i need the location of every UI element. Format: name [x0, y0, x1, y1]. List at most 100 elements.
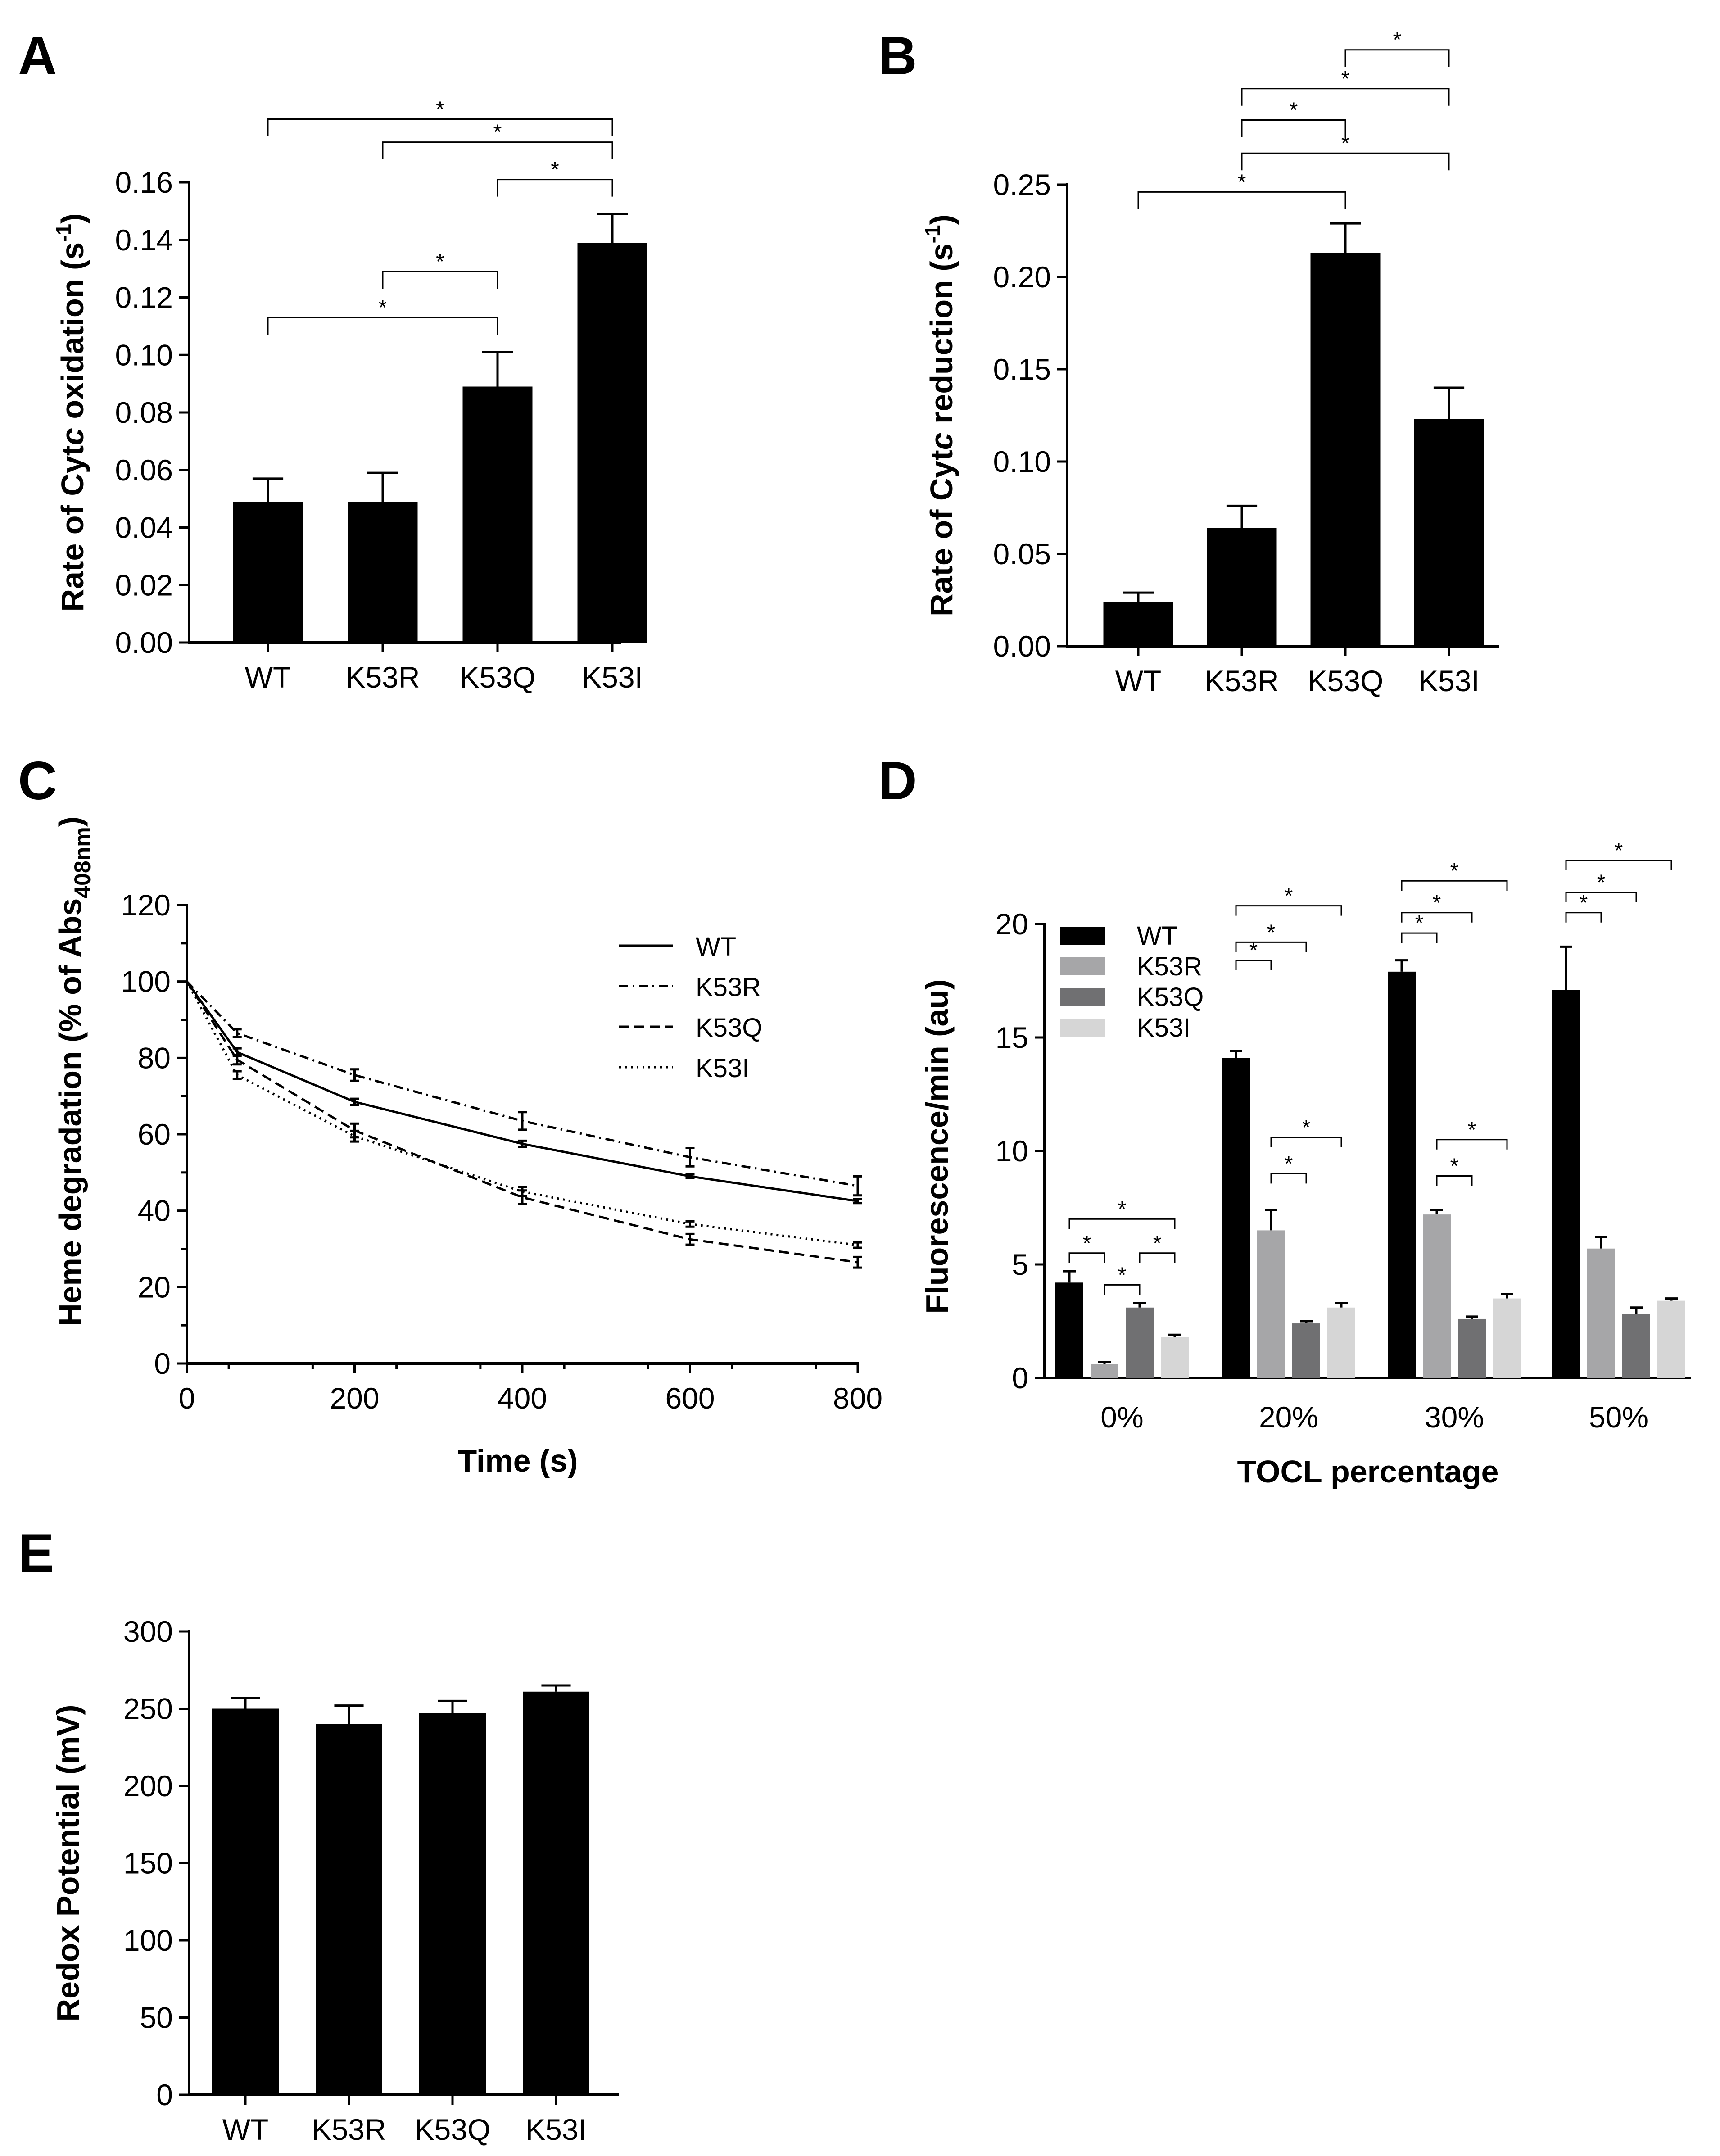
legend-label: K53I [1137, 1013, 1190, 1042]
significance-bracket [1436, 1139, 1508, 1150]
y-tick-label: 20 [996, 907, 1028, 941]
significance-bracket-star: * [1615, 839, 1623, 863]
x-tick-label: 600 [665, 1381, 715, 1415]
panel-c-chart: C 0 20 40 60 80 100 120 0 200 400 600 800 Time (s) Hem… [18, 751, 883, 1478]
x-tick-label: WT [1115, 664, 1162, 698]
significance-bracket-star: * [1433, 891, 1441, 915]
significance-bracket [1344, 49, 1450, 67]
bar [577, 243, 647, 643]
panel-letter: C [18, 751, 57, 811]
significance-bracket [382, 271, 498, 289]
legend-swatch [1060, 988, 1105, 1006]
y-tick-label: 100 [123, 1924, 173, 1957]
bar-wt [1552, 990, 1580, 1378]
y-tick-label: 15 [996, 1021, 1028, 1054]
significance-bracket-star: * [379, 296, 387, 320]
x-tick-label: 20% [1259, 1400, 1318, 1434]
significance-bracket-star: * [1341, 131, 1350, 155]
panel-letter: E [18, 1523, 54, 1583]
bar-k53r [1587, 1248, 1615, 1378]
y-tick-label: 0.15 [993, 353, 1051, 386]
x-tick-label: K53Q [460, 661, 536, 694]
bar [1414, 419, 1484, 646]
x-tick-label: WT [245, 661, 291, 694]
bar [212, 1708, 279, 2095]
y-tick-label: 10 [996, 1134, 1028, 1168]
x-tick-label: K53Q [1308, 664, 1384, 698]
significance-bracket-star: * [1393, 28, 1402, 52]
x-tick-label: K53I [1418, 664, 1480, 698]
significance-bracket-star: * [436, 250, 444, 274]
significance-bracket-star: * [1302, 1116, 1311, 1140]
series-line-k53i [186, 981, 858, 1246]
significance-bracket [1436, 1175, 1473, 1186]
x-tick-label: K53R [345, 661, 420, 694]
significance-bracket-star: * [1597, 870, 1606, 894]
y-tick-label: 120 [121, 888, 171, 922]
significance-bracket-star: * [1285, 1152, 1293, 1176]
significance-bracket-star: * [1083, 1232, 1091, 1255]
y-tick-label: 0 [154, 1347, 171, 1380]
legend-swatch [1060, 1019, 1105, 1037]
bar-k53r [1091, 1364, 1118, 1378]
y-tick-label: 60 [138, 1118, 171, 1151]
y-tick-label: 0.25 [993, 168, 1051, 201]
significance-bracket [1068, 1252, 1105, 1263]
bar-k53i [1657, 1300, 1685, 1378]
bar [462, 386, 533, 643]
legend-swatch [1060, 957, 1105, 975]
y-tick-label: 0.16 [115, 166, 173, 199]
significance-bracket [1565, 860, 1672, 870]
bar-k53q [1458, 1318, 1486, 1378]
x-tick-label: K53I [582, 661, 643, 694]
legend-label: K53R [1137, 952, 1202, 981]
significance-bracket-star: * [1238, 170, 1246, 194]
significance-bracket-star: * [1153, 1232, 1162, 1255]
y-axis-title: Heme degradation (% of Abs408nm) [53, 816, 95, 1326]
y-tick-label: 0.20 [993, 260, 1051, 294]
significance-bracket [1270, 1173, 1307, 1184]
bar [523, 1691, 589, 2095]
legend-swatch [1060, 927, 1105, 945]
y-tick-label: 0 [156, 2078, 173, 2111]
legend-label: WT [1137, 921, 1177, 951]
significance-bracket-star: * [1249, 939, 1258, 963]
significance-bracket-star: * [1468, 1118, 1476, 1142]
y-tick-label: 0.10 [993, 445, 1051, 478]
y-tick-label: 0.00 [115, 626, 173, 659]
bar-k53i [1327, 1307, 1355, 1378]
series-line-k53q [186, 981, 858, 1264]
bar [316, 1724, 382, 2095]
bar-k53q [1622, 1314, 1650, 1378]
legend-label: K53R [696, 973, 761, 1002]
significance-bracket-star: * [1580, 891, 1588, 915]
bar-k53r [1257, 1230, 1285, 1378]
bar-k53q [1126, 1307, 1154, 1378]
y-tick-label: 0.06 [115, 453, 173, 487]
y-tick-label: 0.04 [115, 511, 173, 544]
significance-bracket [1068, 1218, 1176, 1229]
legend-label: K53Q [1137, 983, 1204, 1012]
y-tick-label: 0 [1012, 1361, 1028, 1395]
y-tick-label: 0.08 [115, 396, 173, 429]
bar-k53q [1292, 1323, 1320, 1378]
significance-bracket-star: * [1118, 1197, 1127, 1221]
y-tick-label: 0.05 [993, 537, 1051, 571]
bar-wt [1222, 1058, 1250, 1378]
y-tick-label: 0.12 [115, 281, 173, 314]
significance-bracket [1104, 1284, 1141, 1295]
significance-bracket [1565, 891, 1637, 902]
significance-bracket [1241, 119, 1346, 137]
x-tick-label: K53R [1204, 664, 1279, 698]
y-axis-title: Rate of Cytc reduction (s-1) [921, 214, 959, 616]
x-tick-label: K53R [312, 2113, 386, 2146]
y-tick-label: 200 [123, 1769, 173, 1803]
significance-bracket-star: * [551, 158, 559, 182]
significance-bracket [1241, 88, 1450, 106]
significance-bracket [1235, 960, 1272, 970]
bar-wt [1388, 971, 1416, 1378]
bar [1207, 528, 1277, 646]
significance-bracket [1139, 1252, 1176, 1263]
significance-bracket-star: * [1450, 859, 1459, 883]
